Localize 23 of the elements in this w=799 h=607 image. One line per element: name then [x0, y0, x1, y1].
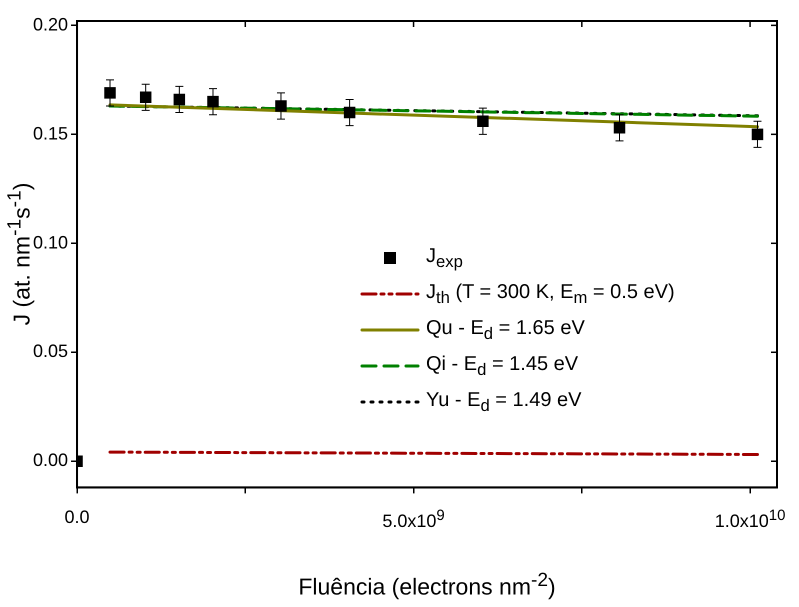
point — [344, 106, 356, 118]
point — [477, 116, 489, 127]
legend-label: Yu - E$_{d}$ = 1.49 eV — [426, 388, 582, 416]
point — [275, 100, 287, 112]
legend-label: Qi - E$_{d}$ = 1.45 eV — [426, 352, 578, 380]
point — [207, 96, 219, 108]
y-tick-label: 0.10 — [32, 232, 68, 252]
x-tick-label: 5.0x10$^{9}$ — [382, 507, 445, 532]
point — [140, 92, 152, 104]
y-tick-label: 0.20 — [32, 14, 68, 34]
legend-label: Qu - E$_{d}$ = 1.65 eV — [426, 316, 585, 344]
x-tick-label: 1.0x10$^{10}$ — [714, 507, 786, 532]
point — [174, 94, 186, 106]
y-tick-label: 0.00 — [32, 450, 68, 470]
legend-label: J$_{th}$ (T = 300 K, E$_{m}$ = 0.5 eV) — [426, 280, 675, 308]
y-tick-label: 0.05 — [32, 341, 68, 362]
x-axis-title: Fluência (electrons nm$^{-2}$) — [298, 570, 556, 601]
point — [104, 87, 116, 99]
x-tick-label: 0.0 — [64, 507, 90, 528]
legend-label: J$_{exp}$ — [426, 244, 463, 272]
point — [614, 122, 626, 134]
point — [752, 128, 764, 140]
y-tick-label: 0.15 — [32, 123, 68, 144]
